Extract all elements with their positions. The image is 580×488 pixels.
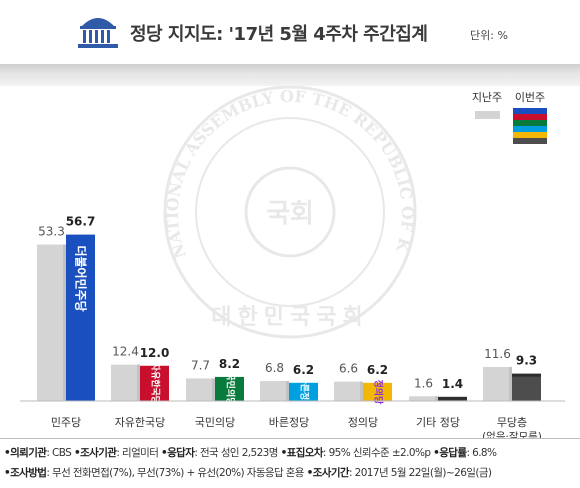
footer-response-value: : 6.8% bbox=[466, 447, 497, 459]
category-label: 바른정당 bbox=[269, 416, 309, 429]
footer-agency-label: •조사기관 bbox=[74, 447, 117, 459]
bar-prev-shade bbox=[137, 364, 140, 401]
footer-line-1: •의뢰기관: CBS •조사기관: 리얼미터 •응답자: 전국 성인 2,523… bbox=[4, 445, 497, 460]
bar-prev-shade bbox=[509, 366, 512, 401]
watermark-inner-ring bbox=[195, 117, 385, 307]
bar-prev bbox=[409, 396, 438, 401]
bar-party-name: 정의당 bbox=[373, 379, 385, 405]
legend: 지난주 이번주 bbox=[472, 91, 547, 144]
value-label-prev: 11.6 bbox=[484, 347, 511, 361]
category-label: 민주당 bbox=[51, 416, 81, 429]
bar-curr bbox=[140, 365, 169, 401]
category-label: 무당층 bbox=[497, 416, 527, 429]
legend-curr-swatch-band bbox=[513, 114, 547, 120]
footer-respondents-label: •응답자 bbox=[161, 447, 195, 459]
category-label: 국민의당 bbox=[195, 416, 235, 429]
bar-prev bbox=[186, 378, 215, 401]
legend-curr-label: 이번주 bbox=[515, 91, 545, 104]
bar-group: 1.6 1.4 기타 정당 bbox=[409, 376, 467, 429]
bar-prev bbox=[334, 381, 363, 401]
footer-method-value: : 무선 전화면접(7%), 무선(73%) + 유선(20%) 자동응답 혼용 bbox=[46, 467, 307, 479]
watermark-center-ring bbox=[244, 166, 336, 258]
header-gradient-strip bbox=[0, 64, 580, 86]
watermark-bottom-text: 대한민국국회 bbox=[211, 305, 368, 330]
bar-curr bbox=[289, 382, 318, 401]
value-label-prev: 53.3 bbox=[38, 225, 65, 239]
bar-curr-top bbox=[438, 396, 467, 400]
header: 정당 지지도: '17년 5월 4주차 주간집계 단위: % bbox=[0, 0, 580, 62]
bar-party-name: 바른정당 bbox=[299, 375, 311, 409]
bar-party-name: 자유한국당 bbox=[150, 363, 162, 405]
bar-prev-shade bbox=[212, 378, 215, 401]
legend-curr-swatch-band bbox=[513, 138, 547, 144]
bar-prev-shade bbox=[435, 396, 438, 401]
footer-margin-label: •표집오차 bbox=[280, 447, 324, 459]
value-label-curr: 6.2 bbox=[293, 363, 314, 377]
footer-divider bbox=[0, 438, 580, 439]
legend-curr-swatch-band bbox=[513, 126, 547, 132]
legend-curr-swatch-band bbox=[513, 108, 547, 114]
bar-group: 11.6 9.3 무당층(없음·잘모름) bbox=[482, 347, 542, 438]
legend-curr-swatch-band bbox=[513, 120, 547, 126]
bar-prev bbox=[37, 244, 66, 401]
footer-client-label: •의뢰기관 bbox=[4, 447, 47, 459]
footer-period-value: : 2017년 5월 22일(월)~26일(금) bbox=[348, 467, 492, 479]
bar-prev-shade bbox=[286, 381, 289, 401]
bar-curr bbox=[363, 382, 392, 401]
footer-margin-value: : 95% 신뢰수준 ±2.0%p bbox=[322, 447, 434, 459]
value-label-prev: 12.4 bbox=[112, 345, 139, 359]
value-label-curr: 6.2 bbox=[367, 363, 388, 377]
bar-curr bbox=[512, 373, 541, 401]
value-label-curr: 1.4 bbox=[442, 377, 463, 391]
watermark-center-text: 국회 bbox=[266, 199, 314, 229]
value-label-curr: 12.0 bbox=[140, 346, 170, 360]
bar-curr-top bbox=[512, 373, 541, 377]
footer-method-label: •조사방법 bbox=[4, 467, 47, 479]
bar-prev bbox=[483, 366, 512, 401]
footer-agency-value: : 리얼미터 bbox=[116, 447, 162, 459]
bar-chart: THE NATIONAL ASSEMBLY OF THE REPUBLIC OF… bbox=[0, 86, 565, 438]
value-label-prev: 1.6 bbox=[414, 376, 433, 390]
footer-response-label: •응답률 bbox=[433, 447, 467, 459]
unit-label: 단위: % bbox=[470, 29, 508, 42]
bar-prev bbox=[111, 364, 140, 401]
value-label-prev: 7.7 bbox=[191, 358, 210, 372]
bar-prev-shade bbox=[63, 244, 66, 401]
legend-curr-swatch-band bbox=[513, 132, 547, 138]
chart-area: THE NATIONAL ASSEMBLY OF THE REPUBLIC OF… bbox=[0, 86, 580, 438]
value-label-prev: 6.6 bbox=[339, 362, 358, 376]
legend-prev-swatch bbox=[475, 111, 500, 119]
category-label: 자유한국당 bbox=[115, 416, 166, 429]
footer: •의뢰기관: CBS •조사기관: 리얼미터 •응답자: 전국 성인 2,523… bbox=[0, 438, 580, 488]
bar-prev bbox=[260, 381, 289, 401]
value-label-curr: 9.3 bbox=[516, 354, 537, 368]
value-label-curr: 8.2 bbox=[219, 357, 240, 371]
category-label: 기타 정당 bbox=[416, 416, 460, 429]
bar-prev-shade bbox=[360, 381, 363, 401]
bar-party-name: 더불어민주당 bbox=[74, 245, 89, 311]
footer-line-2: •조사방법: 무선 전화면접(7%), 무선(73%) + 유선(20%) 자동… bbox=[4, 465, 492, 480]
category-label: 정의당 bbox=[348, 416, 378, 429]
page-title: 정당 지지도: '17년 5월 4주차 주간집계 bbox=[130, 24, 428, 45]
category-sublabel: (없음·잘모름) bbox=[482, 430, 542, 438]
legend-prev-label: 지난주 bbox=[472, 91, 502, 104]
bar-party-name: 국민의당 bbox=[225, 372, 237, 406]
footer-client-value: : CBS bbox=[46, 447, 74, 459]
national-assembly-logo-icon bbox=[78, 18, 118, 48]
footer-period-label: •조사기간 bbox=[306, 467, 350, 479]
footer-respondents-value: : 전국 성인 2,523명 bbox=[194, 447, 281, 459]
bar-curr bbox=[215, 376, 244, 401]
value-label-curr: 56.7 bbox=[66, 215, 96, 229]
bar-curr bbox=[66, 234, 95, 401]
value-label-prev: 6.8 bbox=[265, 361, 284, 375]
watermark-outer-ring bbox=[163, 86, 417, 339]
